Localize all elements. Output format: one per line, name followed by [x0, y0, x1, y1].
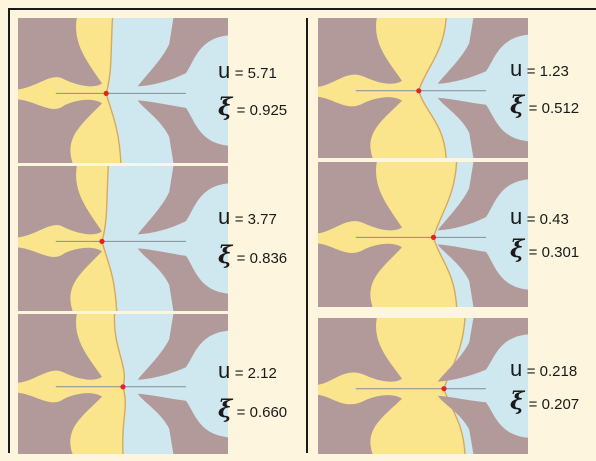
xi-value: = 0.207 [528, 396, 580, 413]
u-value: = 3.77 [234, 211, 277, 228]
xi-value: = 0.660 [236, 404, 288, 421]
xi-symbol: ξ [218, 394, 233, 423]
interface-diagram [18, 18, 228, 163]
panel-1-u-label: u = 5.71 [218, 58, 277, 84]
panel-3-diagram [18, 314, 228, 454]
obstacle-left-bottom [318, 394, 402, 454]
interface-diagram [318, 318, 528, 454]
xi-symbol: ξ [510, 234, 525, 263]
obstacle-left-top [318, 318, 402, 385]
u-symbol: u [510, 204, 523, 229]
interface-diagram [18, 166, 228, 311]
xi-value: = 0.925 [236, 102, 288, 119]
obstacle-right-top [437, 162, 528, 231]
contact-point [416, 88, 422, 94]
panel-2-u-label: u = 3.77 [218, 204, 277, 230]
panel-1-diagram [18, 18, 228, 163]
panel-5-xi-label: ξ = 0.301 [510, 234, 579, 263]
contact-point [99, 238, 105, 244]
xi-symbol: ξ [510, 90, 525, 119]
contact-point [103, 90, 109, 96]
panel-3-u-label: u = 2.12 [218, 358, 277, 384]
panel-3-xi-label: ξ = 0.660 [218, 394, 287, 423]
u-value: = 0.43 [526, 211, 569, 228]
panel-2-diagram [18, 166, 228, 311]
interface-diagram [318, 162, 528, 307]
xi-value: = 0.301 [528, 244, 580, 261]
obstacle-right-top [137, 314, 228, 380]
contact-point [120, 384, 126, 390]
obstacle-right-bottom [437, 244, 528, 307]
u-symbol: u [510, 356, 523, 381]
xi-symbol: ξ [510, 386, 525, 415]
panel-6-u-label: u = 0.218 [510, 356, 577, 382]
obstacle-left-top [18, 314, 102, 383]
obstacle-left-top [318, 18, 402, 87]
obstacle-right-top [137, 18, 228, 87]
contact-point [430, 234, 437, 240]
obstacle-left-bottom [318, 243, 402, 307]
u-symbol: u [510, 56, 523, 81]
panel-6-diagram [318, 318, 528, 454]
xi-symbol: ξ [218, 92, 233, 121]
interface-diagram [318, 18, 528, 158]
obstacle-right-bottom [437, 395, 528, 454]
contact-point [441, 386, 447, 392]
obstacle-right-bottom [137, 393, 228, 454]
obstacle-left-bottom [318, 96, 402, 158]
obstacle-right-top [437, 318, 528, 382]
u-symbol: u [218, 204, 231, 229]
u-value: = 2.12 [234, 365, 277, 382]
panel-4-u-label: u = 1.23 [510, 56, 569, 82]
obstacle-left-top [318, 162, 402, 234]
column-divider [306, 18, 308, 453]
obstacle-right-bottom [137, 248, 228, 311]
left-border [8, 8, 10, 453]
obstacle-right-top [437, 18, 528, 84]
u-symbol: u [218, 358, 231, 383]
obstacle-right-bottom [137, 100, 228, 163]
u-symbol: u [218, 58, 231, 83]
obstacle-left-bottom [18, 392, 102, 454]
panel-4-xi-label: ξ = 0.512 [510, 90, 579, 119]
panel-4-diagram [318, 18, 528, 158]
panel-6-xi-label: ξ = 0.207 [510, 386, 579, 415]
u-value: = 0.218 [526, 363, 578, 380]
obstacle-left-bottom [18, 99, 102, 163]
panel-5-u-label: u = 0.43 [510, 204, 569, 230]
xi-symbol: ξ [218, 240, 233, 269]
interface-diagram [18, 314, 228, 454]
panel-2-xi-label: ξ = 0.836 [218, 240, 287, 269]
obstacle-left-top [18, 18, 102, 90]
u-value: = 5.71 [234, 65, 277, 82]
obstacle-left-bottom [18, 247, 102, 311]
obstacle-left-top [18, 166, 102, 238]
xi-value: = 0.512 [528, 100, 580, 117]
panel-5-diagram [318, 162, 528, 307]
top-border [8, 8, 596, 10]
panel-1-xi-label: ξ = 0.925 [218, 92, 287, 121]
u-value: = 1.23 [526, 63, 569, 80]
xi-value: = 0.836 [236, 250, 288, 267]
obstacle-right-top [137, 166, 228, 235]
obstacle-right-bottom [437, 97, 528, 158]
